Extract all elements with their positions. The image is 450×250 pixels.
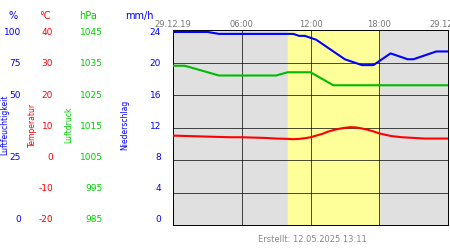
Text: 16: 16 (149, 90, 161, 100)
Text: 1005: 1005 (80, 153, 103, 162)
Text: 24: 24 (150, 28, 161, 37)
Bar (288, 30, 379, 225)
Text: 1015: 1015 (80, 122, 103, 131)
Text: 20: 20 (42, 90, 53, 100)
Text: 1025: 1025 (80, 90, 103, 100)
Text: 0: 0 (47, 153, 53, 162)
Text: 25: 25 (10, 153, 21, 162)
Text: 0: 0 (155, 216, 161, 224)
Text: hPa: hPa (79, 11, 97, 21)
Text: 50: 50 (9, 90, 21, 100)
Text: 30: 30 (41, 59, 53, 68)
Text: 40: 40 (42, 28, 53, 37)
Text: Luftdruck: Luftdruck (64, 107, 73, 143)
Text: 10: 10 (41, 122, 53, 131)
Text: 20: 20 (150, 59, 161, 68)
Text: Erstellt: 12.05.2025 13:11: Erstellt: 12.05.2025 13:11 (258, 236, 367, 244)
Text: -20: -20 (38, 216, 53, 224)
Text: 100: 100 (4, 28, 21, 37)
Text: 75: 75 (9, 59, 21, 68)
Text: 0: 0 (15, 216, 21, 224)
Text: mm/h: mm/h (125, 11, 154, 21)
Text: Luftfeuchtigkeit: Luftfeuchtigkeit (0, 95, 9, 155)
Text: 985: 985 (86, 216, 103, 224)
Text: 1035: 1035 (80, 59, 103, 68)
Text: %: % (9, 11, 18, 21)
Text: Temperatur: Temperatur (28, 103, 37, 147)
Text: 12: 12 (150, 122, 161, 131)
Text: 4: 4 (156, 184, 161, 193)
Text: 1045: 1045 (80, 28, 103, 37)
Text: °C: °C (39, 11, 51, 21)
Text: 8: 8 (155, 153, 161, 162)
Text: Niederschlag: Niederschlag (121, 100, 130, 150)
Text: 995: 995 (86, 184, 103, 193)
Text: -10: -10 (38, 184, 53, 193)
